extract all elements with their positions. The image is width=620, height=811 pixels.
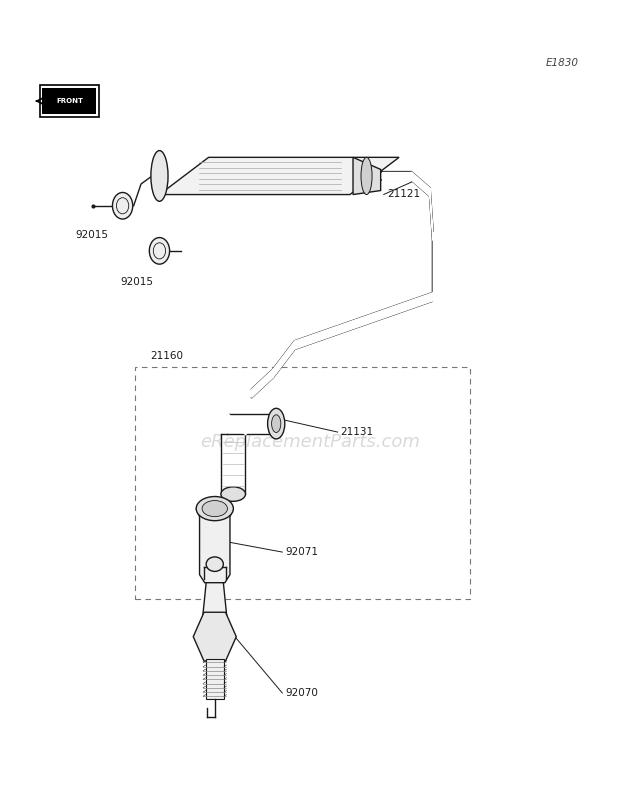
Bar [135, 367, 470, 599]
Ellipse shape [112, 192, 133, 219]
Ellipse shape [361, 157, 372, 195]
FancyBboxPatch shape [40, 85, 99, 117]
Text: 92070: 92070 [285, 688, 318, 698]
Text: 21160: 21160 [150, 351, 184, 361]
Text: E1830: E1830 [546, 58, 578, 68]
Polygon shape [227, 414, 279, 434]
Polygon shape [294, 293, 433, 349]
Ellipse shape [196, 496, 233, 521]
Text: eReplacementParts.com: eReplacementParts.com [200, 433, 420, 451]
Text: 21121: 21121 [387, 190, 420, 200]
Ellipse shape [202, 500, 228, 517]
Text: 92015: 92015 [76, 230, 108, 240]
Text: 92015: 92015 [120, 277, 153, 286]
Polygon shape [353, 157, 381, 195]
Polygon shape [273, 341, 294, 377]
Polygon shape [159, 157, 399, 195]
Polygon shape [430, 188, 433, 240]
Ellipse shape [149, 238, 170, 264]
Polygon shape [196, 508, 233, 582]
Ellipse shape [272, 414, 281, 432]
Ellipse shape [151, 151, 168, 201]
Ellipse shape [206, 557, 223, 572]
Polygon shape [221, 414, 246, 434]
FancyBboxPatch shape [206, 659, 224, 699]
Polygon shape [412, 172, 430, 196]
Text: 21131: 21131 [341, 427, 374, 437]
Polygon shape [203, 582, 227, 619]
FancyBboxPatch shape [42, 88, 96, 114]
Ellipse shape [268, 408, 285, 439]
Text: 92071: 92071 [285, 547, 319, 557]
Polygon shape [382, 172, 412, 180]
Polygon shape [252, 369, 273, 397]
Text: FRONT: FRONT [57, 98, 84, 104]
Ellipse shape [221, 487, 246, 501]
